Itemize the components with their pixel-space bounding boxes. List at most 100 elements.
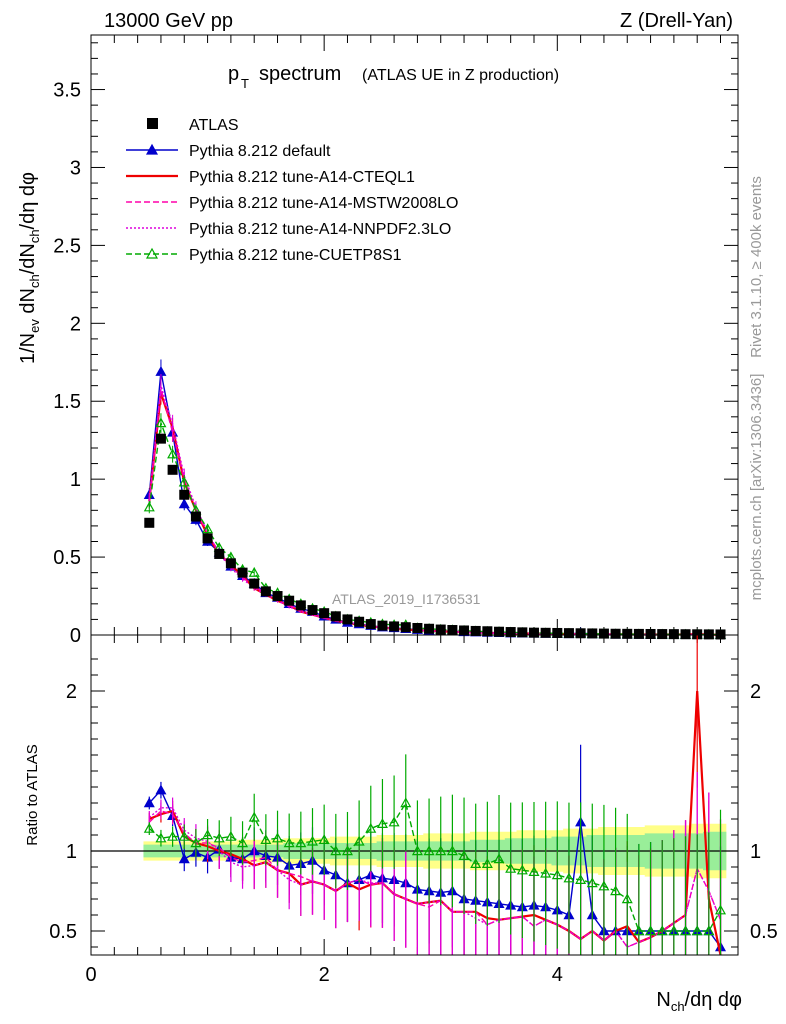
rivet-label: Rivet 3.1.10, ≥ 400k events	[748, 176, 765, 358]
legend-item: Pythia 8.212 tune-CUETP8S1	[126, 247, 402, 264]
ratio-point	[493, 853, 505, 864]
y-tick-label: 1.5	[53, 391, 81, 413]
ratio-point	[330, 845, 342, 856]
mcplots-label: mcplots.cern.ch [arXiv:1306.3436]	[748, 374, 765, 601]
ratio-point	[680, 925, 692, 936]
ratio-point	[714, 904, 727, 915]
ratio-point	[248, 811, 260, 822]
title-subscript: T	[241, 76, 249, 91]
legend-item: Pythia 8.212 default	[126, 143, 331, 160]
legend-square-icon	[147, 118, 158, 129]
atlas-point	[633, 628, 644, 639]
atlas-point	[190, 511, 201, 522]
atlas-point	[412, 622, 423, 633]
ylabel-part-5: ch	[27, 229, 42, 243]
ratio-point	[633, 925, 645, 936]
legend-triangle-icon	[145, 247, 159, 259]
ratio-point	[143, 797, 155, 808]
data-point	[155, 417, 167, 428]
atlas-point	[284, 595, 295, 606]
atlas-point	[645, 628, 656, 639]
ratio-point	[423, 845, 435, 856]
ratio-point	[237, 837, 249, 848]
ratio-point	[167, 830, 179, 841]
ratio-point	[260, 834, 272, 845]
ratio-point	[365, 822, 377, 833]
ratio-y-tick-label: 2	[66, 681, 77, 703]
y-tick-label: 0.5	[53, 547, 81, 569]
ylabel-part-0: 1/N	[17, 333, 39, 364]
ratio-point	[178, 830, 190, 841]
atlas-point	[680, 629, 691, 640]
ratio-point	[656, 925, 668, 936]
title-main: spectrum	[259, 63, 341, 85]
main-plot-area	[90, 35, 738, 640]
atlas-point	[167, 464, 178, 475]
legend-item: ATLAS	[147, 117, 239, 134]
atlas-point	[237, 567, 248, 578]
legend-label: Pythia 8.212 default	[189, 143, 331, 160]
atlas-point	[330, 611, 341, 622]
ratio-y-tick-label: 1	[66, 841, 77, 863]
ratio-point	[691, 925, 703, 936]
y-tick-label: 2	[70, 313, 81, 335]
atlas-point	[179, 489, 190, 500]
data-point	[178, 476, 190, 487]
data-point	[248, 566, 260, 577]
ratio-point	[190, 837, 202, 848]
ratio-point	[283, 837, 295, 848]
ratio-point	[202, 829, 214, 840]
ratio-line	[148, 801, 722, 932]
ratio-point	[178, 853, 190, 864]
ratio-panel	[90, 634, 739, 956]
ratio-point	[376, 818, 388, 829]
ratio-y-tick-label-right: 1	[750, 841, 761, 863]
ratio-point	[668, 925, 680, 936]
ratio-plot-area	[90, 635, 738, 956]
ratio-frame	[90, 634, 739, 956]
atlas-point	[657, 629, 668, 640]
ratio-point	[458, 850, 470, 861]
series-line	[148, 388, 721, 636]
ratio-y-tick-label: 0.5	[49, 921, 77, 943]
ratio-point	[213, 832, 225, 843]
atlas-point	[715, 629, 726, 640]
atlas-point	[587, 628, 598, 639]
ratio-point	[516, 864, 528, 875]
atlas-point	[295, 600, 306, 611]
ratio-point	[272, 832, 284, 843]
atlas-point	[435, 624, 446, 635]
atlas-point	[400, 622, 411, 633]
title-prefix: p	[228, 63, 239, 85]
ratio-point	[645, 925, 657, 936]
ratio-point	[435, 845, 447, 856]
chart-title: p T spectrum (ATLAS UE in Z production)	[228, 63, 559, 91]
ratio-point	[388, 816, 400, 827]
y-tick-label: 2.5	[53, 235, 81, 257]
atlas-point	[447, 625, 458, 636]
ratio-point	[225, 830, 237, 841]
ratio-point	[318, 834, 330, 845]
analysis-tag: ATLAS_2019_I1736531	[332, 591, 481, 607]
ratio-y-tick-label-right: 0.5	[750, 921, 778, 943]
atlas-point	[598, 628, 609, 639]
atlas-point	[692, 629, 703, 640]
atlas-point	[342, 614, 353, 625]
ratio-point	[621, 893, 633, 904]
ratio-point	[610, 885, 622, 896]
xlabel-part-0: N	[656, 989, 670, 1011]
ratio-point	[400, 797, 412, 808]
atlas-point	[703, 629, 714, 640]
atlas-point	[528, 627, 539, 638]
data-point	[202, 523, 214, 534]
ratio-point	[563, 872, 575, 883]
atlas-point	[622, 628, 633, 639]
ylabel-part-3: ch	[27, 274, 42, 288]
ratio-point	[540, 867, 552, 878]
ratio-point	[481, 858, 493, 869]
legend-item: Pythia 8.212 tune-A14-MSTW2008LO	[126, 195, 458, 212]
main-panel	[90, 34, 739, 640]
atlas-point	[563, 628, 574, 639]
atlas-point	[459, 625, 470, 636]
